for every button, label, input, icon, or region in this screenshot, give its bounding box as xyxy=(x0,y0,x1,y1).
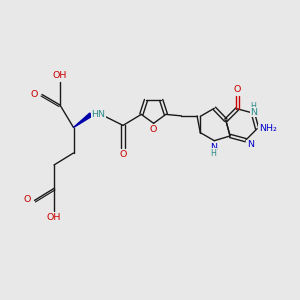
Text: OH: OH xyxy=(46,213,61,222)
Polygon shape xyxy=(74,113,92,127)
Text: N: N xyxy=(247,140,254,149)
Text: OH: OH xyxy=(52,70,67,80)
Text: O: O xyxy=(23,195,31,204)
Text: O: O xyxy=(149,125,157,134)
Text: NH₂: NH₂ xyxy=(259,124,277,133)
Text: O: O xyxy=(119,150,127,159)
Text: H: H xyxy=(211,149,217,158)
Text: O: O xyxy=(31,90,38,99)
Text: HN: HN xyxy=(92,110,105,118)
Text: N: N xyxy=(210,143,217,152)
Text: N: N xyxy=(250,108,257,117)
Text: O: O xyxy=(234,85,241,94)
Text: H: H xyxy=(250,102,256,111)
